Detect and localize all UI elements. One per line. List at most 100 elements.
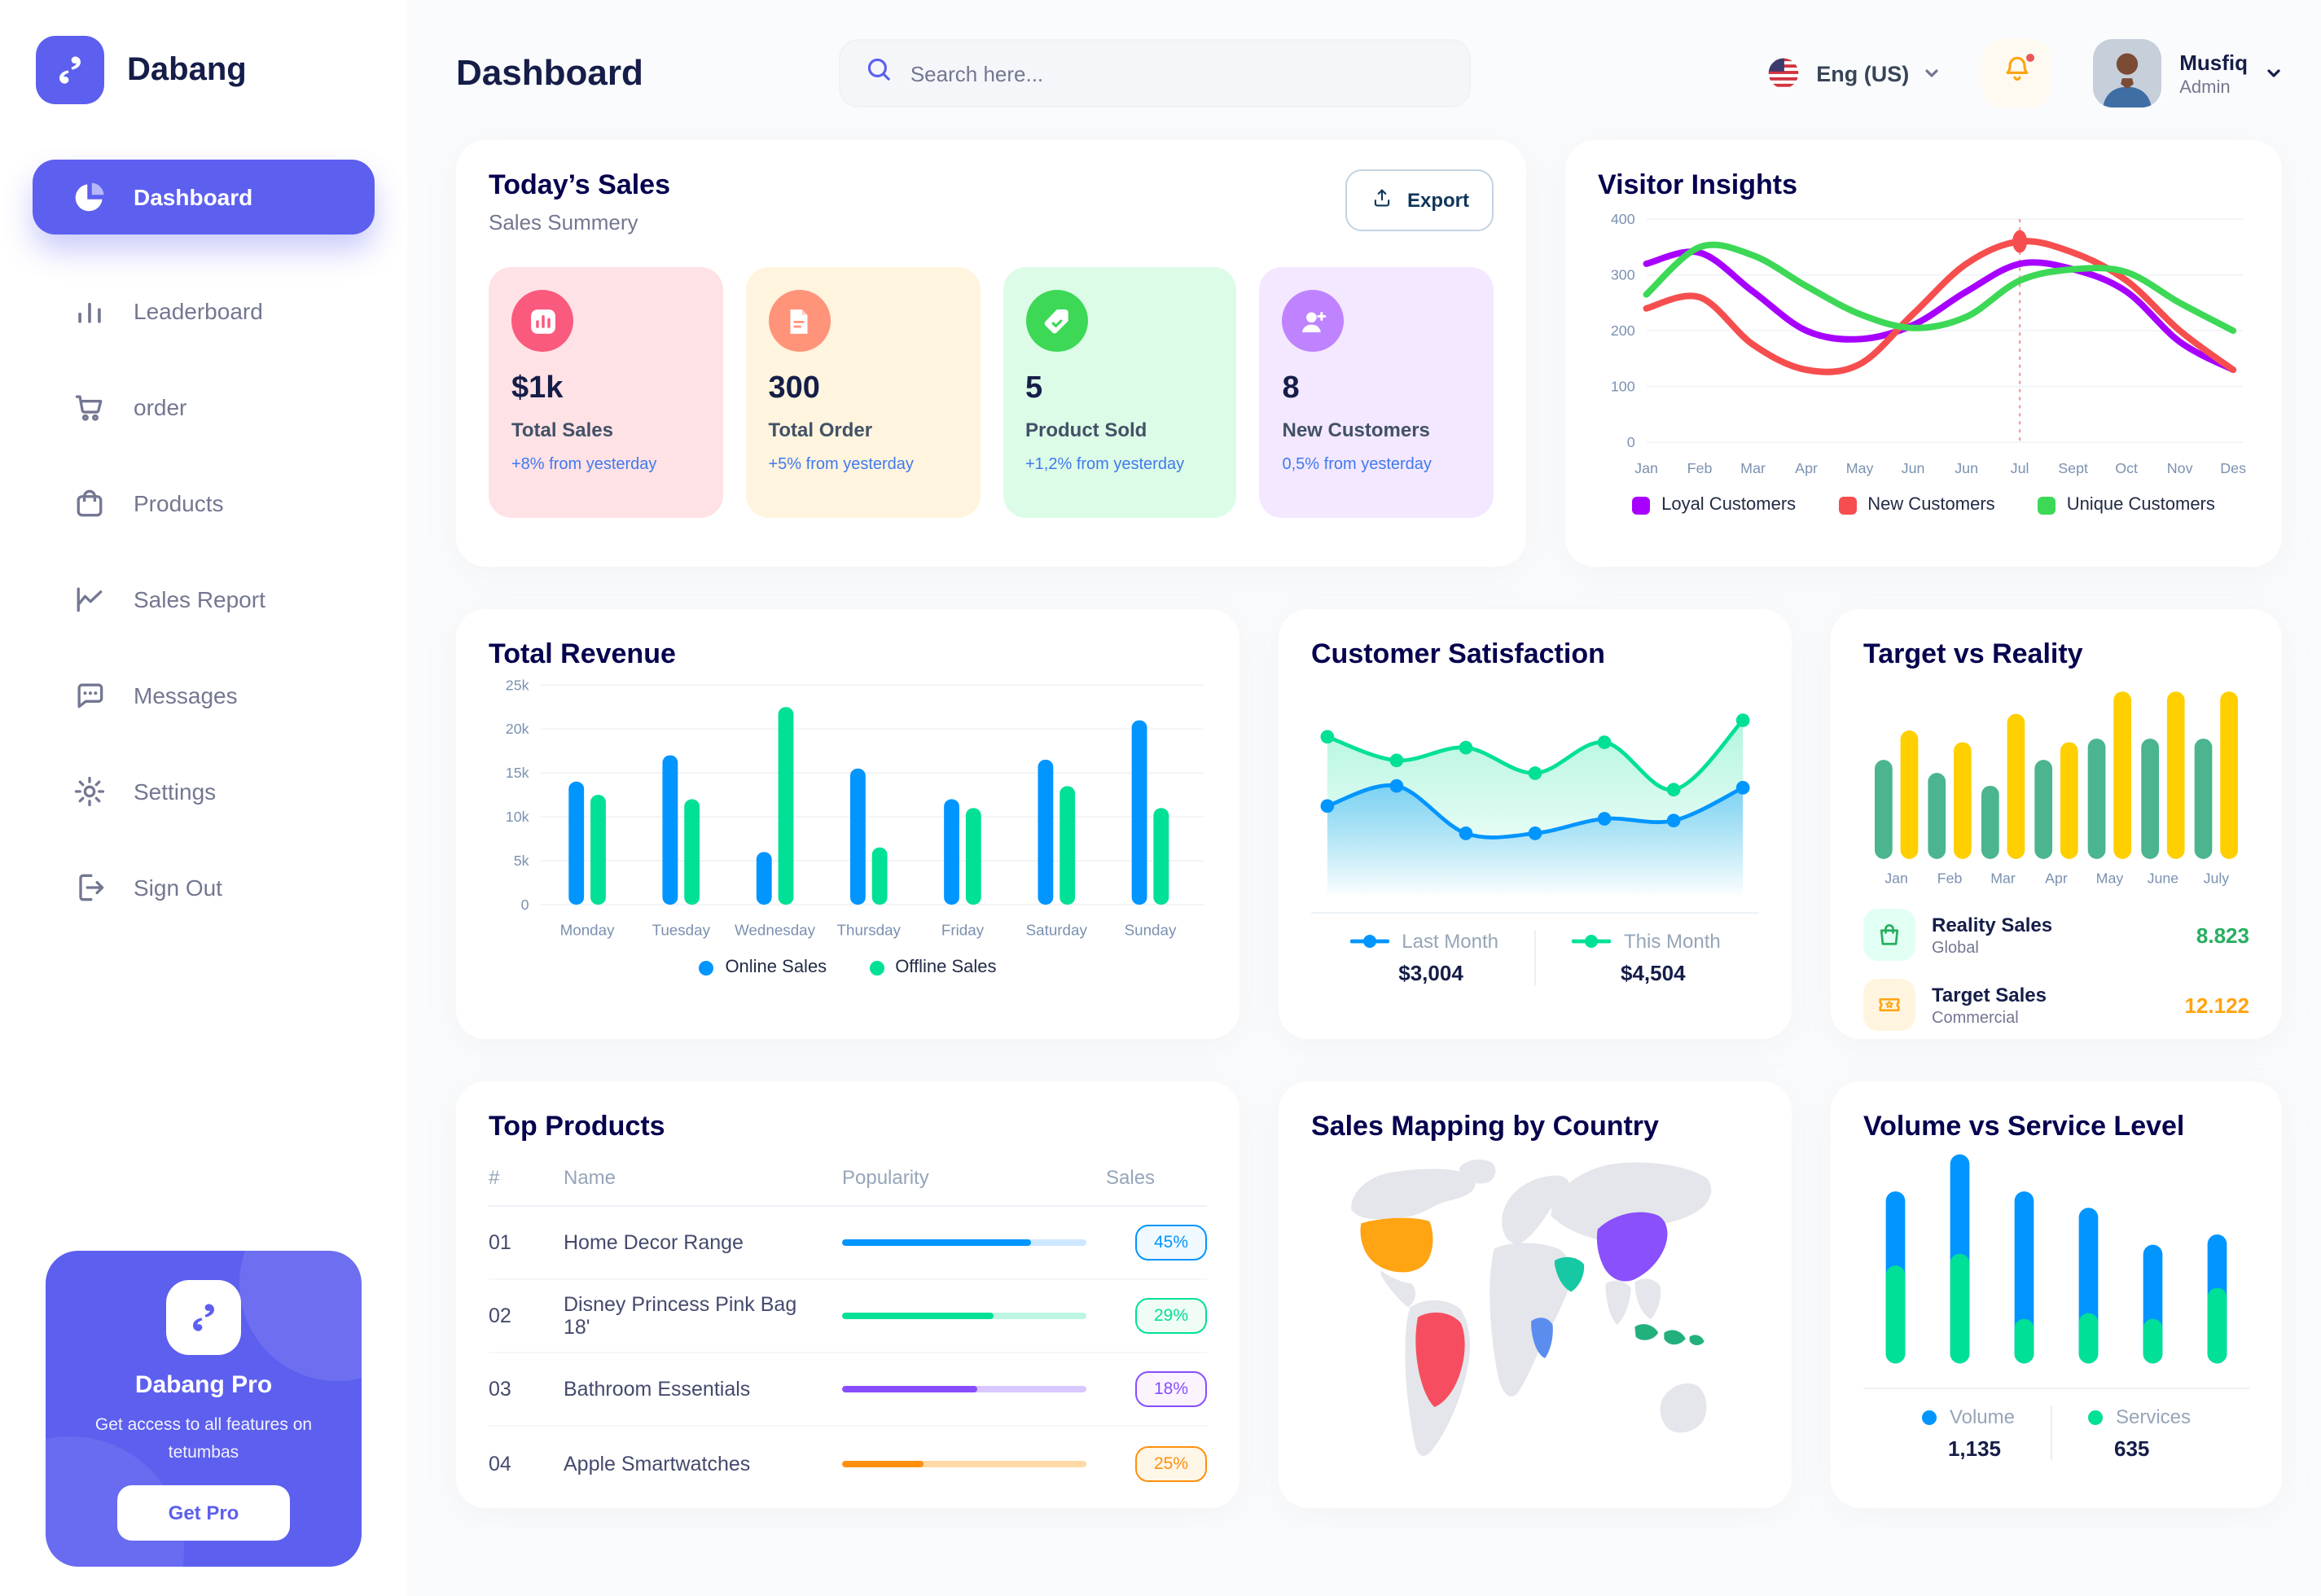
sidebar-item-dashboard[interactable]: Dashboard <box>33 160 375 235</box>
sidebar-item-products[interactable]: Products <box>33 466 375 541</box>
svg-text:5k: 5k <box>514 853 529 869</box>
product-num: 02 <box>489 1304 511 1327</box>
pro-subtitle: Get access to all features on tetumbas <box>94 1415 313 1462</box>
user-menu[interactable]: Musfiq Admin <box>2093 39 2282 107</box>
user-role: Admin <box>2179 77 2231 97</box>
svg-text:Jul: Jul <box>2011 460 2029 476</box>
world-map <box>1311 1153 1759 1471</box>
language-label: Eng (US) <box>1816 61 1910 86</box>
country-saudi-arabia[interactable] <box>1555 1256 1585 1292</box>
sidebar-item-label: Settings <box>134 778 217 805</box>
svg-text:Sept: Sept <box>2058 460 2088 476</box>
sidebar-item-sign-out[interactable]: Sign Out <box>33 850 375 925</box>
legend-label: This Month <box>1624 930 1721 953</box>
top-bar: Dashboard Eng (US) Musfiq <box>407 0 2321 134</box>
sidebar-item-label: Dashboard <box>134 184 253 210</box>
svg-text:10k: 10k <box>506 809 529 825</box>
visitor-insights-card: Visitor Insights 0 100 200 300 400 Jan Feb Mar A… <box>1565 140 2282 567</box>
stat-card-new-customers[interactable]: 8 New Customers 0,5% from yesterday <box>1259 267 1494 518</box>
stat-delta: 0,5% from yesterday <box>1282 456 1432 474</box>
country-united-states[interactable] <box>1360 1217 1433 1273</box>
stat-card-product-sold[interactable]: 5 Product Sold +1,2% from yesterday <box>1003 267 1237 518</box>
stat-label: Total Order <box>768 419 873 441</box>
column-header-popularity: Popularity <box>842 1166 929 1189</box>
pro-title: Dabang Pro <box>134 1371 273 1400</box>
legend-value: 1,135 <box>1947 1436 2002 1461</box>
country-brazil[interactable] <box>1415 1312 1465 1407</box>
stat-card-total-sales[interactable]: $1k Total Sales +8% from yesterday <box>489 267 723 518</box>
tag-icon <box>1025 290 1087 352</box>
target-vs-reality-title: Target vs Reality <box>1863 638 2083 669</box>
sidebar-item-label: Sign Out <box>134 875 222 901</box>
chat-icon <box>72 677 107 713</box>
product-name: Apple Smartwatches <box>564 1452 751 1475</box>
svg-text:Apr: Apr <box>2045 870 2068 886</box>
stat-label: Product Sold <box>1025 419 1147 441</box>
svg-text:Monday: Monday <box>560 922 616 939</box>
sidebar-item-sales-report[interactable]: Sales Report <box>33 562 375 637</box>
legend-divider <box>1534 930 1536 985</box>
legend-item-new-customers: New Customers <box>1838 495 1995 515</box>
legend-swatch <box>1921 1410 1937 1424</box>
us-flag-icon <box>1766 55 1801 91</box>
country-china[interactable] <box>1596 1212 1668 1282</box>
user-meta: Musfiq Admin <box>2179 50 2248 97</box>
language-selector[interactable]: Eng (US) <box>1766 55 1940 91</box>
product-row-apple-smartwatches[interactable]: 04 Apple Smartwatches 25% <box>489 1427 1207 1500</box>
product-row-disney-princess-pink-bag-18[interactable]: 02 Disney Princess Pink Bag 18' 29% <box>489 1280 1207 1353</box>
svg-text:15k: 15k <box>506 765 529 781</box>
target-vs-reality-card: Target vs Reality Jan Feb Mar Apr May June Jul… <box>1831 609 2282 1039</box>
legend-value: 12.122 <box>2184 993 2249 1017</box>
svg-text:0: 0 <box>521 897 529 913</box>
legend-label: Last Month <box>1402 930 1498 953</box>
product-row-bathroom-essentials[interactable]: 03 Bathroom Essentials 18% <box>489 1353 1207 1427</box>
legend-label: Offline Sales <box>895 958 997 977</box>
sidebar-item-label: Products <box>134 490 224 516</box>
sidebar-item-leaderboard[interactable]: Leaderboard <box>33 274 375 349</box>
export-button[interactable]: Export <box>1345 169 1494 231</box>
product-num: 04 <box>489 1452 511 1475</box>
search-icon <box>863 54 894 93</box>
svg-text:Jun: Jun <box>1902 460 1925 476</box>
visitor-insights-legend: Loyal Customers New Customers Unique Custo… <box>1598 495 2249 515</box>
svg-text:200: 200 <box>1611 322 1635 339</box>
chart-icon <box>72 581 107 617</box>
country-dr-congo[interactable] <box>1531 1318 1553 1358</box>
user-name: Musfiq <box>2179 50 2248 74</box>
country-indonesia[interactable] <box>1634 1324 1705 1346</box>
chevron-down-icon <box>1924 65 1940 81</box>
product-row-home-decor-range[interactable]: 01 Home Decor Range 45% <box>489 1207 1207 1280</box>
cart-icon <box>72 389 107 425</box>
svg-text:Tuesday: Tuesday <box>652 922 711 939</box>
dabang-pro-logo-icon <box>166 1280 241 1356</box>
sidebar-item-messages[interactable]: Messages <box>33 658 375 733</box>
customer-satisfaction-legend: Last Month $3,004 This Month $4,504 <box>1311 930 1759 985</box>
get-pro-button[interactable]: Get Pro <box>117 1485 290 1541</box>
search-input[interactable] <box>910 61 1446 86</box>
customer-satisfaction-card: Customer Satisfaction Last Month $3,004 T… <box>1279 609 1792 1039</box>
stat-value: 300 <box>768 371 820 406</box>
svg-text:Wednesday: Wednesday <box>735 922 816 939</box>
sidebar-item-order[interactable]: order <box>33 370 375 445</box>
legend-item-online-sales: Online Sales <box>699 958 827 977</box>
sales-map-card: Sales Mapping by Country <box>1279 1081 1792 1508</box>
notifications-button[interactable] <box>1982 39 2051 107</box>
bag-icon <box>1863 909 1915 961</box>
svg-text:Jan: Jan <box>1884 870 1908 886</box>
search-bar[interactable] <box>838 39 1471 107</box>
legend-row-reality-sales: Reality Sales Global 8.823 <box>1863 909 2249 961</box>
brand[interactable]: Dabang <box>33 29 375 121</box>
legend-label: Volume <box>1949 1405 2015 1428</box>
volume-service-card: Volume vs Service Level Volume 1,135 Serv… <box>1831 1081 2282 1508</box>
sidebar-item-label: Leaderboard <box>134 298 263 324</box>
column-header-name: Name <box>564 1166 616 1189</box>
signout-icon <box>72 870 107 905</box>
sidebar-item-settings[interactable]: Settings <box>33 754 375 829</box>
legend-label: Online Sales <box>725 958 827 977</box>
stat-card-total-order[interactable]: 300 Total Order +5% from yesterday <box>745 267 980 518</box>
sales-badge: 18% <box>1135 1371 1207 1407</box>
legend-label: New Customers <box>1867 495 1995 515</box>
svg-text:20k: 20k <box>506 721 529 737</box>
sales-map-title: Sales Mapping by Country <box>1311 1111 1659 1142</box>
